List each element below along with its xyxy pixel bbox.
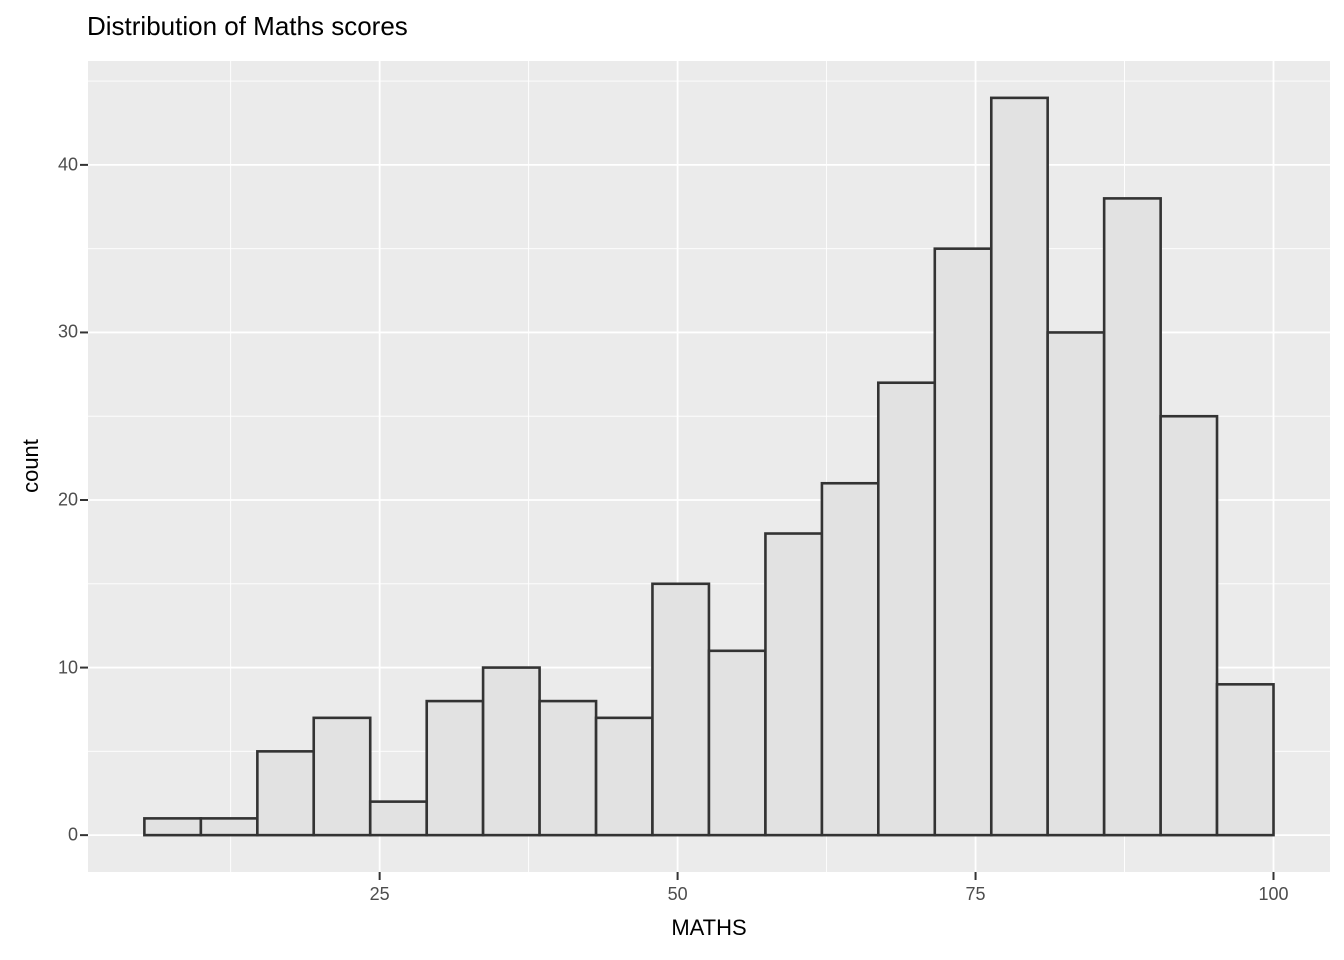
histogram-bar: [425, 699, 485, 837]
histogram-bar: [707, 649, 767, 837]
histogram-bar: [312, 716, 372, 837]
histogram-bar: [1102, 197, 1162, 837]
histogram-bar: [143, 817, 203, 837]
histogram-bar: [1159, 414, 1219, 837]
histogram-bar: [538, 699, 598, 837]
histogram-bar: [1215, 683, 1275, 837]
y-tick-label: 30: [57, 321, 78, 342]
x-tick-label: 100: [1258, 884, 1289, 904]
y-tick-label: 20: [57, 489, 78, 510]
histogram-bar: [820, 481, 880, 837]
histogram-bar: [481, 666, 541, 837]
histogram-bar: [1046, 331, 1106, 837]
histogram-bar: [876, 381, 937, 837]
histogram-bar: [989, 96, 1049, 837]
chart-title: Distribution of Maths scores: [87, 11, 408, 41]
histogram-bar: [933, 247, 993, 837]
y-tick-label: 0: [67, 824, 78, 845]
y-tick-label: 40: [57, 154, 78, 175]
y-tick-label: 10: [57, 657, 78, 678]
histogram-bar: [256, 750, 316, 837]
x-tick-label: 25: [369, 884, 390, 904]
histogram-bar: [764, 532, 824, 837]
x-axis-title: MATHS: [671, 915, 747, 940]
x-tick-label: 50: [667, 884, 688, 904]
histogram-bar: [594, 716, 654, 837]
x-tick-label: 75: [965, 884, 986, 904]
histogram-bar: [368, 800, 429, 837]
histogram-bar: [199, 817, 259, 837]
histogram-bar: [651, 582, 711, 837]
